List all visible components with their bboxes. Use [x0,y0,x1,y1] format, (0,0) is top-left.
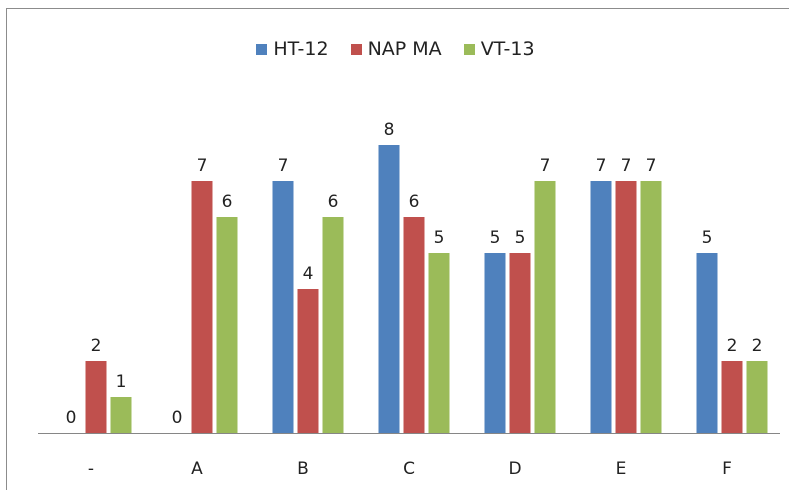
data-label-ht-12-1: 0 [172,408,183,428]
bar-nap-ma-5 [615,181,637,433]
legend-label-1: NAP MA [367,38,442,60]
bar-nap-ma-3 [403,217,425,433]
x-tick-label-2: B [297,459,309,479]
data-label-ht-12-2: 7 [278,156,289,176]
legend-swatch-1 [350,43,362,55]
x-tick-label-3: C [403,459,415,479]
legend-label-0: HT-12 [273,38,329,60]
data-label-ht-12-3: 8 [384,120,395,140]
x-tick-label-1: A [191,459,203,479]
bar-vt-13-1 [216,217,238,433]
bar-nap-ma-1 [191,181,213,433]
legend-swatch-2 [463,43,475,55]
data-label-ht-12-0: 0 [66,408,77,428]
legend-label-2: VT-13 [480,38,535,60]
data-label-vt-13-1: 6 [222,192,233,212]
bar-vt-13-2 [322,217,344,433]
legend-item-0: HT-12 [256,38,329,60]
data-label-nap-ma-6: 2 [727,336,738,356]
bar-vt-13-0 [110,397,132,433]
data-label-vt-13-4: 7 [540,156,551,176]
bar-nap-ma-6 [721,361,743,433]
data-label-vt-13-2: 6 [328,192,339,212]
bar-vt-13-5 [640,181,662,433]
data-label-nap-ma-3: 6 [409,192,420,212]
bar-nap-ma-4 [509,253,531,433]
bar-ht-12-2 [272,181,294,433]
bar-ht-12-6 [696,253,718,433]
data-label-nap-ma-0: 2 [91,336,102,356]
bar-nap-ma-2 [297,289,319,433]
x-tick-label-0: - [88,459,94,479]
x-tick-label-6: F [722,459,732,479]
data-label-vt-13-6: 2 [752,336,763,356]
chart-legend: HT-12 NAP MA VT-13 [0,38,791,60]
data-label-vt-13-3: 5 [434,228,445,248]
x-tick-label-4: D [508,459,521,479]
bar-ht-12-3 [378,145,400,433]
data-label-nap-ma-5: 7 [621,156,632,176]
legend-item-2: VT-13 [463,38,535,60]
x-tick-label-5: E [616,459,627,479]
bar-nap-ma-0 [85,361,107,433]
data-label-ht-12-5: 7 [596,156,607,176]
bar-vt-13-6 [746,361,768,433]
data-label-vt-13-0: 1 [116,372,127,392]
legend-swatch-0 [256,43,268,55]
data-label-ht-12-4: 5 [490,228,501,248]
bar-vt-13-4 [534,181,556,433]
data-label-nap-ma-2: 4 [303,264,314,284]
data-label-nap-ma-1: 7 [197,156,208,176]
legend-item-1: NAP MA [350,38,442,60]
chart-frame [6,8,789,490]
data-label-ht-12-6: 5 [702,228,713,248]
bar-vt-13-3 [428,253,450,433]
data-label-vt-13-5: 7 [646,156,657,176]
bar-ht-12-4 [484,253,506,433]
data-label-nap-ma-4: 5 [515,228,526,248]
bar-ht-12-5 [590,181,612,433]
